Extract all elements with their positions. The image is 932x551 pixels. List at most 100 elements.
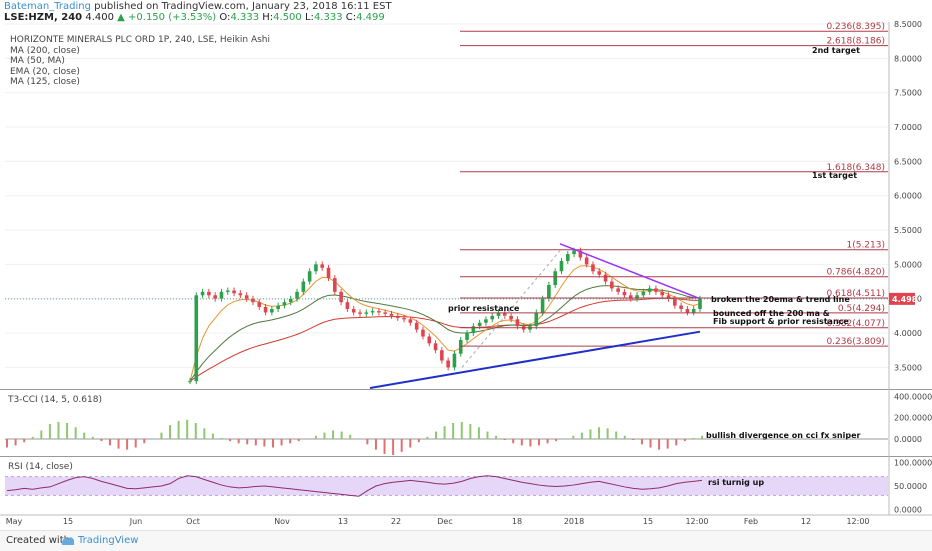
price-change: ▲ +0.150 (+3.53%) — [117, 12, 217, 23]
chart-annotation: 1st target — [812, 171, 857, 180]
x-tick-label: Nov — [274, 517, 290, 526]
x-tick-label: Dec — [437, 517, 452, 526]
candle-body — [691, 309, 696, 313]
created-with-label: Created with — [6, 535, 70, 546]
footer: Created with TradingView — [0, 530, 932, 551]
legend-ma50[interactable]: MA (50, MA) — [10, 56, 65, 66]
ohlc-high-label: H: — [262, 12, 274, 23]
candle-body — [225, 290, 230, 292]
candle-body — [484, 319, 488, 323]
candle-body — [679, 305, 683, 310]
chart-annotation: prior resistance — [448, 304, 520, 313]
rsi-title: RSI (14, close) — [8, 462, 73, 472]
candle-body — [610, 281, 614, 289]
cci-annotation: bullish divergence on cci fx sniper — [706, 431, 861, 440]
fib-level-label: 0.618(4.511) — [826, 289, 885, 299]
y-tick-label: 8.5000 — [894, 20, 922, 29]
candle-body — [654, 288, 658, 292]
last-price: 4.400 — [85, 12, 114, 23]
legend-ma200[interactable]: MA (200, close) — [10, 45, 80, 56]
candle-body — [641, 291, 646, 296]
x-tick-label: 22 — [391, 517, 401, 526]
candle-body — [307, 271, 312, 282]
rsi-band — [5, 476, 888, 496]
fib-level-label: 0.382(4.077) — [826, 319, 885, 329]
candle-body — [207, 291, 211, 296]
ohlc-close: 4.499 — [356, 12, 385, 23]
candle-body — [490, 315, 495, 320]
candle-body — [458, 339, 463, 354]
chart-annotation: Fib support & prior resistance — [713, 317, 849, 326]
y-tick-label: 7.5000 — [894, 89, 922, 98]
y-tick-label: 8.0000 — [894, 54, 922, 63]
x-tick-label: Oct — [186, 517, 200, 526]
cci-tick-label: 400.0000 — [894, 392, 932, 401]
candle-body — [452, 353, 457, 368]
fib-level-label: 0.236(3.809) — [826, 337, 885, 347]
candle-body — [673, 298, 677, 306]
ohlc-high: 4.500 — [273, 12, 302, 23]
current-price-label: 4.498 — [892, 295, 918, 304]
candle-body — [395, 315, 400, 318]
cci-tick-label: 0.0000 — [894, 435, 922, 444]
candle-body — [559, 260, 564, 272]
candle-body — [333, 278, 337, 292]
chart-annotation: bounced off the 200 ma & — [713, 309, 830, 318]
x-tick-label: Jun — [129, 517, 143, 526]
y-tick-label: 6.0000 — [894, 192, 922, 201]
legend-ema20[interactable]: EMA (20, close) — [10, 66, 80, 77]
candle-body — [270, 309, 274, 313]
y-tick-label: 7.0000 — [894, 123, 922, 132]
candle-body — [660, 291, 665, 296]
ema20-line — [189, 265, 701, 382]
ohlc-low: 4.333 — [313, 12, 343, 23]
candle-body — [433, 343, 438, 351]
candle-body — [597, 271, 602, 275]
candle-body — [213, 295, 217, 299]
candle-body — [232, 290, 236, 294]
x-tick-label: 12:00 — [846, 517, 869, 526]
projection-line — [461, 250, 561, 368]
candle-body — [540, 298, 545, 313]
cci-tick-label: 200.0000 — [894, 414, 932, 423]
legend-ma125[interactable]: MA (125, close) — [10, 77, 80, 87]
candle-body — [276, 305, 280, 310]
candle-body — [339, 291, 343, 303]
tradingview-logo-icon — [62, 537, 74, 545]
candle-body — [358, 312, 362, 314]
candle-body — [616, 288, 620, 292]
candle-body — [414, 322, 419, 330]
candle-body — [685, 309, 690, 313]
candle-body — [578, 250, 583, 258]
candle-body — [622, 291, 627, 296]
candle-body — [408, 319, 413, 323]
ohlc-open-label: O: — [219, 12, 231, 23]
candle-body — [698, 298, 702, 310]
candle-body — [238, 293, 243, 296]
candle-body — [257, 302, 262, 307]
candle-body — [603, 274, 608, 282]
candle-body — [351, 309, 356, 313]
candle-body — [572, 250, 576, 255]
support-trend-line — [369, 330, 701, 389]
tradingview-brand[interactable]: TradingView — [78, 535, 139, 546]
candle-body — [219, 291, 224, 299]
candle-body — [553, 271, 557, 285]
candle-body — [345, 302, 350, 310]
rsi-tick-label: 50.0000 — [894, 482, 927, 491]
candle-body — [314, 264, 318, 272]
candle-body — [547, 284, 551, 299]
resistance-trend-line — [559, 243, 701, 300]
candle-body — [288, 298, 293, 303]
candle-body — [320, 264, 325, 268]
candle-body — [503, 312, 507, 316]
candle-body — [188, 381, 192, 383]
fib-level-label: 1.618(6.348) — [826, 163, 885, 173]
y-tick-label: 5.5000 — [894, 226, 922, 235]
candle-body — [263, 306, 268, 313]
x-tick-label: 2018 — [564, 517, 584, 526]
candle-body — [427, 336, 432, 344]
author-link[interactable]: Bateman_Trading — [4, 1, 91, 12]
x-tick-label: May — [6, 517, 23, 526]
